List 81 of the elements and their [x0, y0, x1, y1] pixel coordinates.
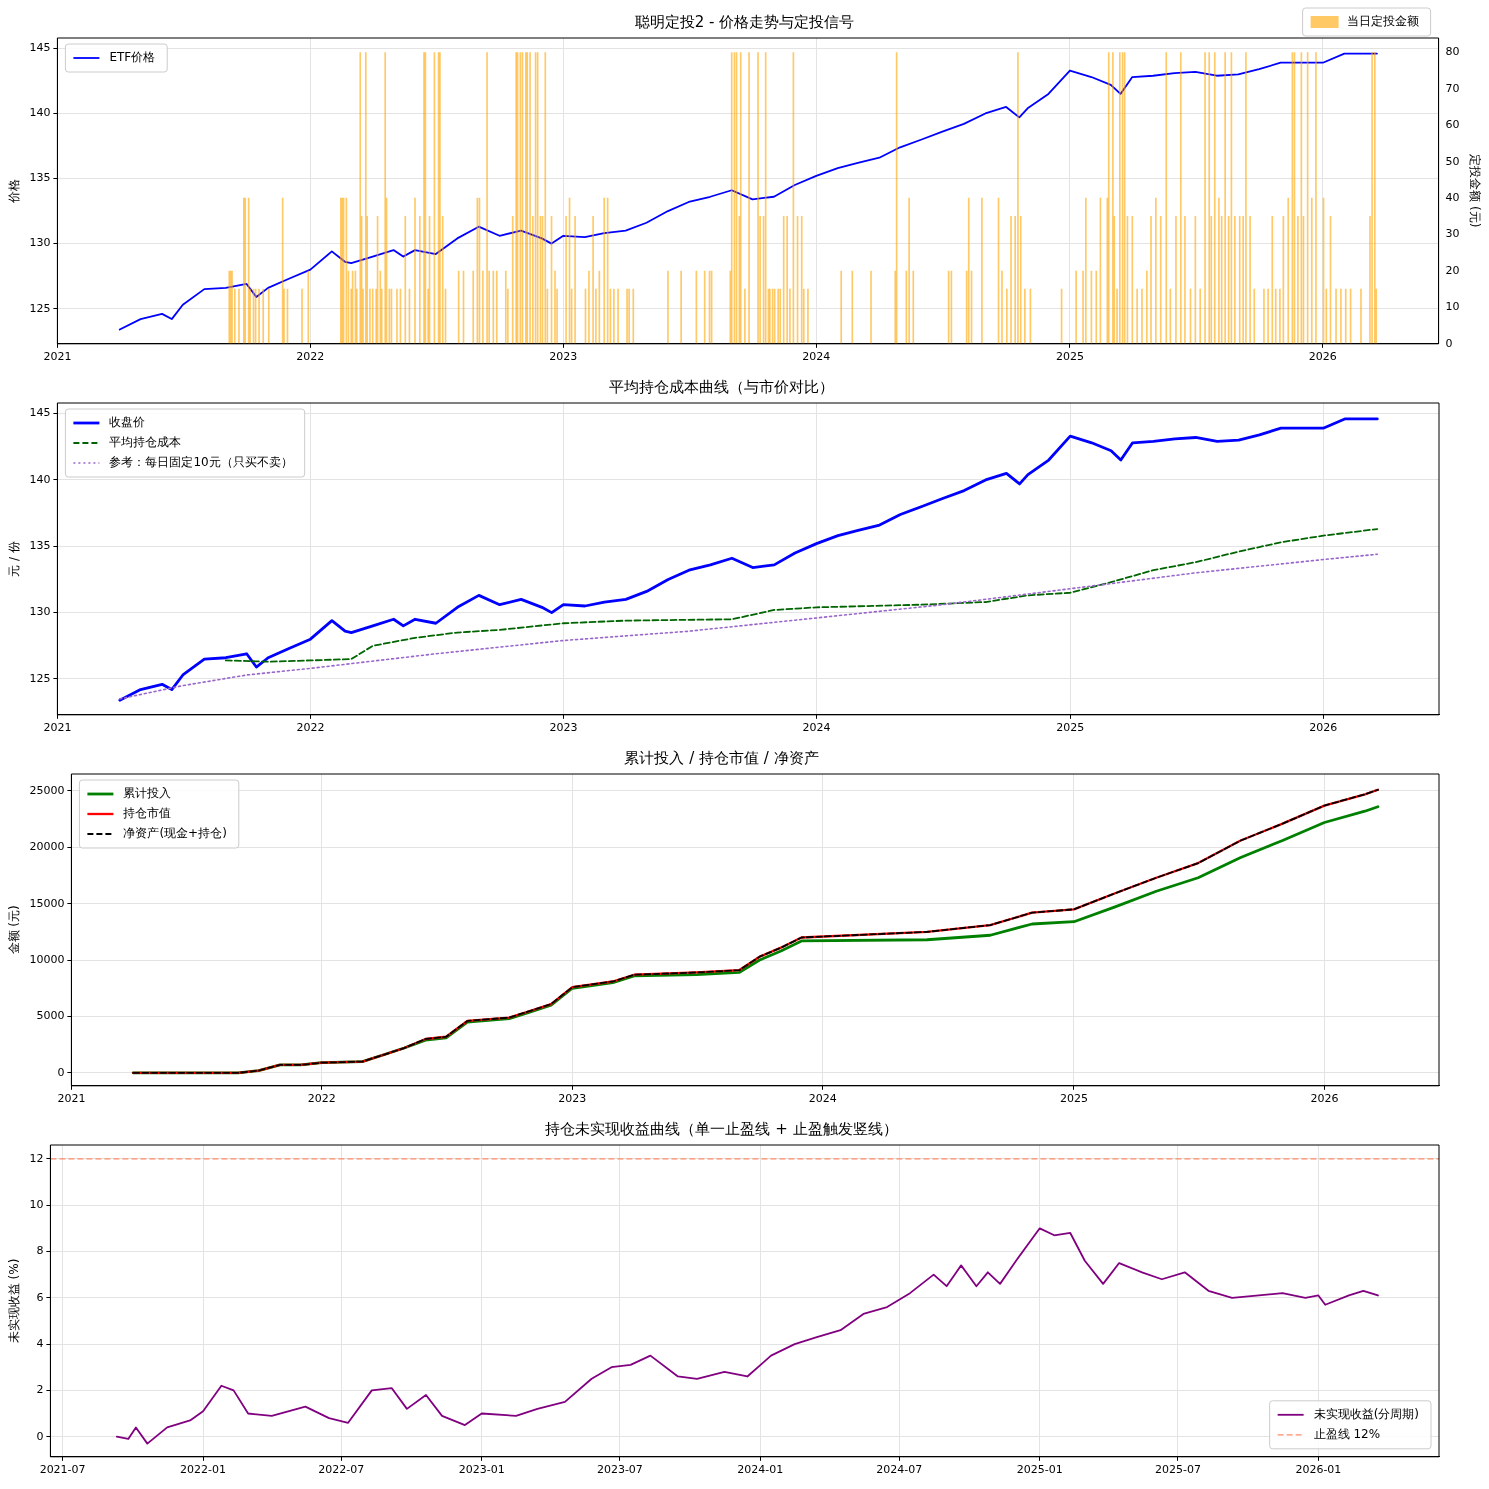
x-tick-label: 2026	[1309, 721, 1338, 735]
y-axis-title: 金额 (元)	[7, 905, 22, 955]
chart-title: 聪明定投2 - 价格走势与定投信号	[634, 12, 855, 31]
y-tick-label: 6	[36, 1290, 44, 1304]
x-tick-label: 2022-01	[180, 1463, 227, 1477]
x-tick-label: 2023	[558, 1092, 587, 1106]
y-tick-label: 130	[29, 605, 51, 619]
y-tick-label: 145	[29, 41, 51, 55]
y2-tick-label: 10	[1445, 300, 1460, 314]
y-tick-label: 135	[29, 539, 51, 553]
x-tick-label: 2026	[1310, 1092, 1339, 1106]
x-tick-label: 2025	[1055, 350, 1084, 364]
legend-label: 持仓市值	[123, 806, 172, 821]
y-tick-label: 8	[36, 1244, 44, 1258]
legend-label: 止盈线 12%	[1313, 1426, 1381, 1441]
x-tick-label: 2026	[1308, 350, 1337, 364]
x-tick-label: 2024	[802, 350, 831, 364]
x-tick-label: 2021-07	[39, 1463, 86, 1477]
legend-label: 参考：每日固定10元（只买不卖）	[109, 455, 293, 470]
legend-label: 平均持仓成本	[109, 435, 182, 450]
x-tick-label: 2024	[808, 1092, 837, 1106]
y2-tick-label: 0	[1445, 336, 1453, 350]
y2-tick-label: 60	[1445, 118, 1460, 132]
y-axis-title: 元 / 份	[7, 541, 22, 577]
y2-tick-label: 40	[1445, 191, 1460, 205]
legend-label: 累计投入	[123, 786, 172, 801]
chart-title: 累计投入 / 持仓市值 / 净资产	[624, 748, 819, 767]
y-tick-label: 0	[57, 1065, 65, 1079]
x-tick-label: 2024-01	[737, 1463, 784, 1477]
x-tick-label: 2022	[296, 721, 325, 735]
x-tick-label: 2025-01	[1016, 1463, 1063, 1477]
y-tick-label: 10	[29, 1198, 44, 1212]
y-tick-label: 10000	[29, 952, 65, 966]
legend-label: 净资产(现金+持仓)	[123, 826, 227, 841]
legend-label: 收盘价	[109, 415, 146, 430]
x-tick-label: 2023	[549, 721, 578, 735]
y2-tick-label: 70	[1445, 81, 1460, 95]
y-tick-label: 125	[29, 301, 51, 315]
legend-label: 当日定投金额	[1346, 14, 1419, 29]
chart-title: 平均持仓成本曲线（与市价对比）	[609, 377, 834, 396]
chart-title: 持仓未实现收益曲线（单一止盈线 + 止盈触发竖线）	[545, 1119, 898, 1138]
x-tick-label: 2022-07	[318, 1463, 365, 1477]
legend-label: 未实现收益(分周期)	[1313, 1406, 1420, 1421]
x-tick-label: 2022	[296, 350, 325, 364]
x-tick-label: 2021	[43, 721, 72, 735]
y2-tick-label: 20	[1445, 263, 1460, 277]
y-tick-label: 2	[36, 1383, 44, 1397]
x-tick-label: 2025-07	[1154, 1463, 1201, 1477]
y2-tick-label: 30	[1445, 227, 1460, 241]
y-tick-label: 125	[29, 671, 51, 685]
line-series	[118, 553, 1379, 700]
line-series	[224, 528, 1379, 663]
y-tick-label: 135	[29, 171, 51, 185]
y-tick-label: 20000	[29, 840, 65, 854]
y-tick-label: 140	[29, 472, 51, 486]
y2-tick-label: 80	[1445, 45, 1460, 59]
y-tick-label: 4	[36, 1336, 44, 1350]
x-tick-label: 2023-07	[596, 1463, 643, 1477]
y-tick-label: 0	[36, 1429, 44, 1443]
y-tick-label: 130	[29, 236, 51, 250]
x-tick-label: 2021	[43, 350, 72, 364]
y-tick-label: 5000	[36, 1009, 65, 1023]
y-tick-label: 25000	[29, 783, 65, 797]
y-tick-label: 12	[29, 1151, 44, 1165]
y-tick-label: 140	[29, 106, 51, 120]
x-tick-label: 2024-07	[876, 1463, 923, 1477]
x-tick-label: 2021	[57, 1092, 86, 1106]
legend-label: ETF价格	[109, 50, 156, 65]
y2-axis-title: 定投金额 (元)	[1467, 154, 1482, 228]
x-tick-label: 2026-01	[1295, 1463, 1342, 1477]
x-tick-label: 2023-01	[458, 1463, 505, 1477]
y-tick-label: 145	[29, 406, 51, 420]
y-axis-title: 未实现收益 (%)	[7, 1258, 22, 1344]
x-tick-label: 2025	[1056, 721, 1085, 735]
x-tick-label: 2022	[307, 1092, 336, 1106]
x-tick-label: 2025	[1059, 1092, 1088, 1106]
x-tick-label: 2024	[802, 721, 831, 735]
y-axis-title: 价格	[7, 178, 22, 204]
y-tick-label: 15000	[29, 896, 65, 910]
x-tick-label: 2023	[549, 350, 578, 364]
y2-tick-label: 50	[1445, 154, 1460, 168]
